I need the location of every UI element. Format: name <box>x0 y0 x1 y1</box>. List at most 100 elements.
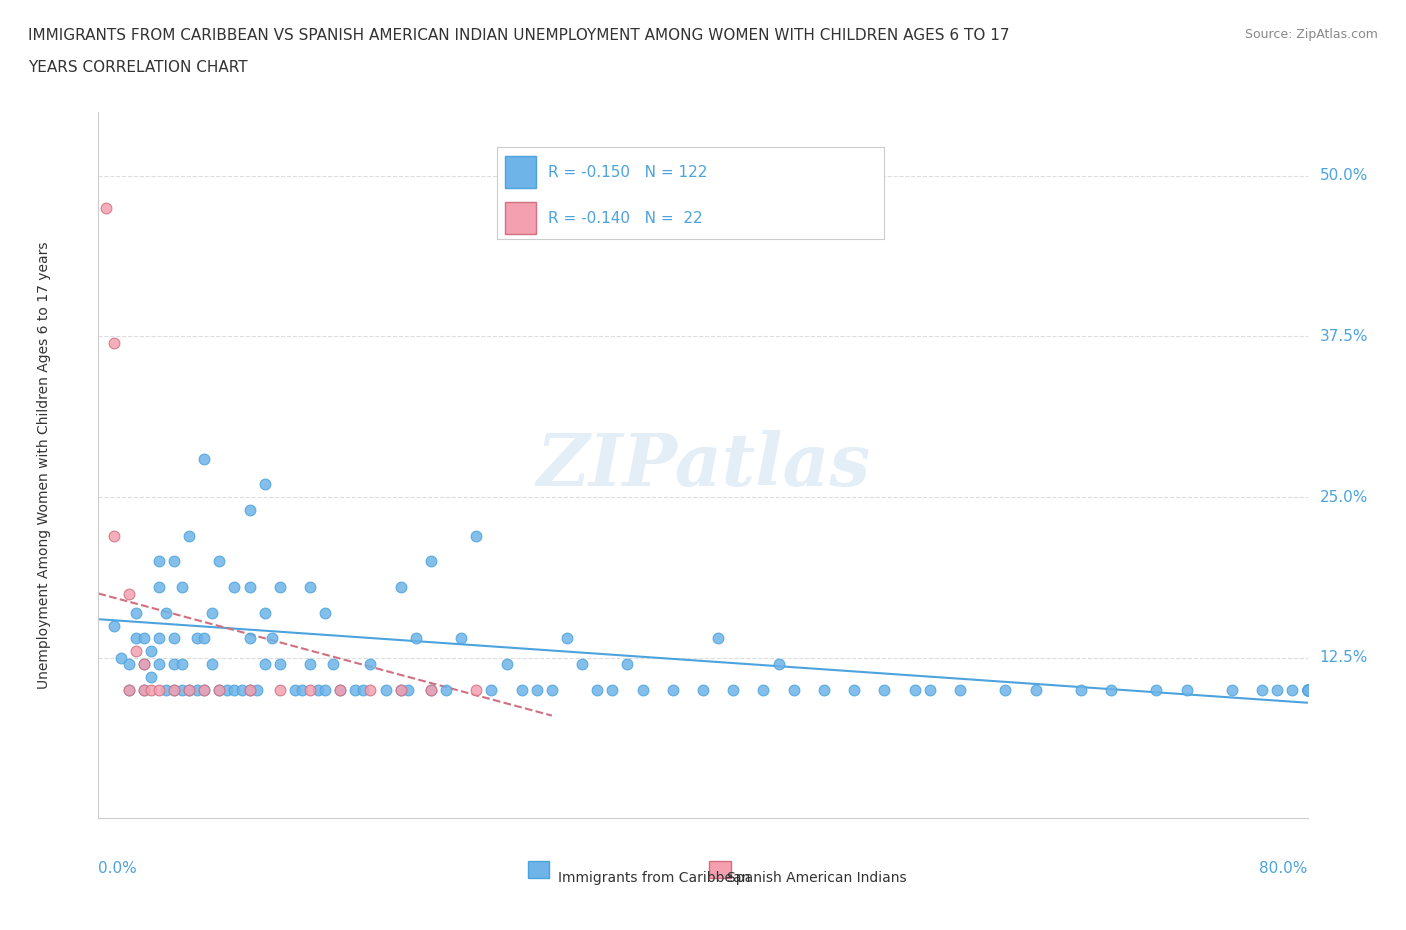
Point <box>253 477 276 492</box>
Point <box>201 605 224 620</box>
Point <box>1144 683 1167 698</box>
Point <box>186 631 208 646</box>
Point <box>269 657 291 671</box>
Point <box>723 683 745 698</box>
Point <box>1296 683 1319 698</box>
Point <box>1296 683 1319 698</box>
Point <box>170 683 193 698</box>
Point <box>495 657 517 671</box>
Point <box>110 650 132 665</box>
Point <box>586 683 609 698</box>
Point <box>389 579 412 594</box>
Point <box>344 683 367 698</box>
Point <box>904 683 927 698</box>
Point <box>118 683 141 698</box>
Point <box>179 528 201 543</box>
Point <box>125 631 148 646</box>
Point <box>420 554 443 569</box>
Point <box>1296 683 1319 698</box>
Point <box>783 683 806 698</box>
Point <box>163 631 186 646</box>
Point <box>844 683 866 698</box>
Point <box>132 657 155 671</box>
Point <box>208 683 231 698</box>
Point <box>239 683 262 698</box>
Point <box>571 657 593 671</box>
Point <box>170 579 193 594</box>
Point <box>1099 683 1122 698</box>
Point <box>208 683 231 698</box>
Point <box>481 683 503 698</box>
Point <box>1296 683 1319 698</box>
Point <box>1070 683 1092 698</box>
Point <box>1296 683 1319 698</box>
Point <box>284 683 307 698</box>
Text: 25.0%: 25.0% <box>1320 489 1368 505</box>
Point <box>434 683 457 698</box>
Point <box>555 631 578 646</box>
Point <box>1296 683 1319 698</box>
Text: Source: ZipAtlas.com: Source: ZipAtlas.com <box>1244 28 1378 41</box>
Point <box>299 657 322 671</box>
Point <box>374 683 396 698</box>
Point <box>193 683 215 698</box>
Point <box>224 579 246 594</box>
Point <box>118 683 141 698</box>
Point <box>1296 683 1319 698</box>
Point <box>1296 683 1319 698</box>
Text: Spanish American Indians: Spanish American Indians <box>727 871 907 885</box>
Text: ZIPatlas: ZIPatlas <box>536 430 870 500</box>
Point <box>329 683 352 698</box>
Point <box>873 683 896 698</box>
Point <box>661 683 683 698</box>
Point <box>141 644 163 658</box>
Point <box>1175 683 1198 698</box>
Point <box>155 605 177 620</box>
Point <box>148 554 170 569</box>
Point <box>510 683 533 698</box>
Point <box>314 683 336 698</box>
Point <box>1024 683 1046 698</box>
Point <box>269 579 291 594</box>
Point <box>1267 683 1289 698</box>
Point <box>155 683 177 698</box>
Point <box>465 528 488 543</box>
Point <box>201 657 224 671</box>
Point <box>103 336 125 351</box>
Point <box>692 683 714 698</box>
Bar <box>527 861 550 879</box>
Point <box>208 554 231 569</box>
Text: 50.0%: 50.0% <box>1320 168 1368 183</box>
Point <box>193 451 215 466</box>
Point <box>231 683 253 698</box>
Point <box>329 683 352 698</box>
Point <box>193 683 215 698</box>
Point <box>118 657 141 671</box>
Point <box>239 631 262 646</box>
Text: 80.0%: 80.0% <box>1260 861 1308 876</box>
Point <box>1220 683 1243 698</box>
Point <box>94 201 117 216</box>
Point <box>918 683 941 698</box>
Point <box>360 657 382 671</box>
Point <box>396 683 419 698</box>
Point <box>1296 683 1319 698</box>
Point <box>179 683 201 698</box>
Point <box>141 670 163 684</box>
Text: IMMIGRANTS FROM CARIBBEAN VS SPANISH AMERICAN INDIAN UNEMPLOYMENT AMONG WOMEN WI: IMMIGRANTS FROM CARIBBEAN VS SPANISH AME… <box>28 28 1010 43</box>
Point <box>768 657 790 671</box>
Point <box>193 631 215 646</box>
Point <box>253 657 276 671</box>
Point <box>262 631 284 646</box>
Point <box>813 683 835 698</box>
Point <box>526 683 548 698</box>
Point <box>450 631 472 646</box>
Point <box>707 631 730 646</box>
Bar <box>709 861 731 879</box>
Point <box>465 683 488 698</box>
Point <box>253 605 276 620</box>
Point <box>125 644 148 658</box>
Point <box>246 683 269 698</box>
Point <box>616 657 638 671</box>
Text: 12.5%: 12.5% <box>1320 650 1368 665</box>
